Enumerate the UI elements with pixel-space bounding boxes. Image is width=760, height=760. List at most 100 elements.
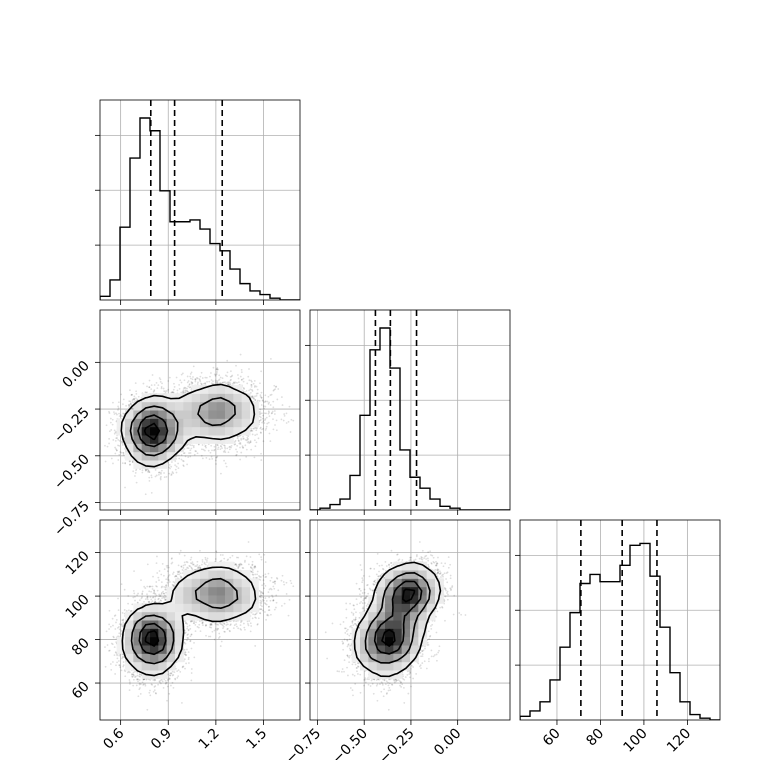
sample-point <box>194 378 197 381</box>
sample-point <box>264 418 267 420</box>
sample-point <box>272 406 275 409</box>
sample-point <box>233 381 235 384</box>
sample-point <box>236 437 239 440</box>
sample-point <box>237 440 240 443</box>
sample-point <box>179 379 182 382</box>
sample-point <box>172 472 175 475</box>
sample-point <box>261 412 263 415</box>
sample-point <box>201 448 203 451</box>
sample-point <box>122 451 125 454</box>
sample-point <box>285 412 288 415</box>
sample-point <box>224 446 226 449</box>
sample-point <box>252 398 255 400</box>
sample-point <box>172 388 175 391</box>
sample-point <box>259 394 262 397</box>
sample-point <box>167 388 170 391</box>
sample-point <box>171 461 173 463</box>
sample-point <box>216 367 219 369</box>
sample-point <box>267 395 270 398</box>
sample-point <box>233 382 236 385</box>
sample-point <box>261 421 264 424</box>
sample-point <box>128 404 131 407</box>
sample-point <box>122 398 125 401</box>
sample-point <box>254 395 256 398</box>
sample-point <box>189 373 192 375</box>
sample-point <box>114 439 117 442</box>
sample-point <box>281 404 284 406</box>
sample-point <box>150 474 153 477</box>
sample-point <box>230 375 233 378</box>
sample-point <box>211 449 213 452</box>
sample-point <box>164 391 167 394</box>
sample-point <box>129 389 131 392</box>
sample-point <box>178 457 181 460</box>
sample-point <box>247 435 250 438</box>
sample-point <box>242 435 244 438</box>
sample-point <box>226 371 229 374</box>
sample-point <box>221 382 224 384</box>
sample-point <box>194 380 197 383</box>
sample-point <box>130 394 133 396</box>
sample-point <box>134 382 137 384</box>
sample-point <box>150 388 153 391</box>
sample-point <box>254 434 257 437</box>
sample-point <box>259 419 261 422</box>
sample-point <box>221 381 224 384</box>
sample-point <box>266 422 269 425</box>
sample-point <box>249 441 252 444</box>
sample-point <box>129 400 132 403</box>
sample-point <box>287 420 290 423</box>
sample-point <box>219 381 222 384</box>
sample-point <box>251 390 254 392</box>
sample-point <box>246 438 249 441</box>
sample-point <box>132 470 135 473</box>
sample-point <box>219 376 222 379</box>
sample-point <box>174 464 177 467</box>
sample-point <box>251 395 254 398</box>
sample-point <box>259 408 262 411</box>
panel-0-0 <box>95 99 301 305</box>
sample-point <box>112 401 114 404</box>
sample-point <box>224 374 227 377</box>
sample-point <box>192 446 195 449</box>
sample-point <box>146 391 148 394</box>
sample-point <box>178 383 181 386</box>
sample-point <box>122 452 125 455</box>
sample-point <box>258 399 261 402</box>
sample-point <box>234 439 237 442</box>
sample-point <box>250 395 253 398</box>
sample-point <box>235 448 237 451</box>
sample-point <box>242 387 245 389</box>
sample-point <box>250 380 253 383</box>
sample-point <box>273 384 276 387</box>
sample-point <box>252 382 255 385</box>
sample-point <box>172 391 174 394</box>
sample-point <box>156 387 159 390</box>
sample-point <box>218 374 221 377</box>
sample-point <box>182 460 185 463</box>
sample-point <box>262 405 265 408</box>
sample-point <box>161 382 163 385</box>
sample-point <box>259 395 262 398</box>
sample-point <box>191 378 194 381</box>
sample-point <box>170 473 173 476</box>
sample-point <box>212 382 214 385</box>
sample-point <box>204 445 207 448</box>
sample-point <box>106 445 109 448</box>
sample-point <box>244 390 246 393</box>
sample-point <box>223 459 225 462</box>
sample-point <box>135 392 138 395</box>
sample-point <box>190 383 193 385</box>
sample-point <box>230 446 232 449</box>
sample-point <box>236 435 239 438</box>
sample-point <box>206 381 208 383</box>
sample-point <box>148 476 151 479</box>
sample-point <box>184 445 187 447</box>
sample-point <box>121 462 124 465</box>
sample-point <box>153 389 156 391</box>
sample-point <box>258 415 261 418</box>
sample-point <box>216 368 219 371</box>
sample-point <box>108 412 111 414</box>
sample-point <box>115 449 118 452</box>
